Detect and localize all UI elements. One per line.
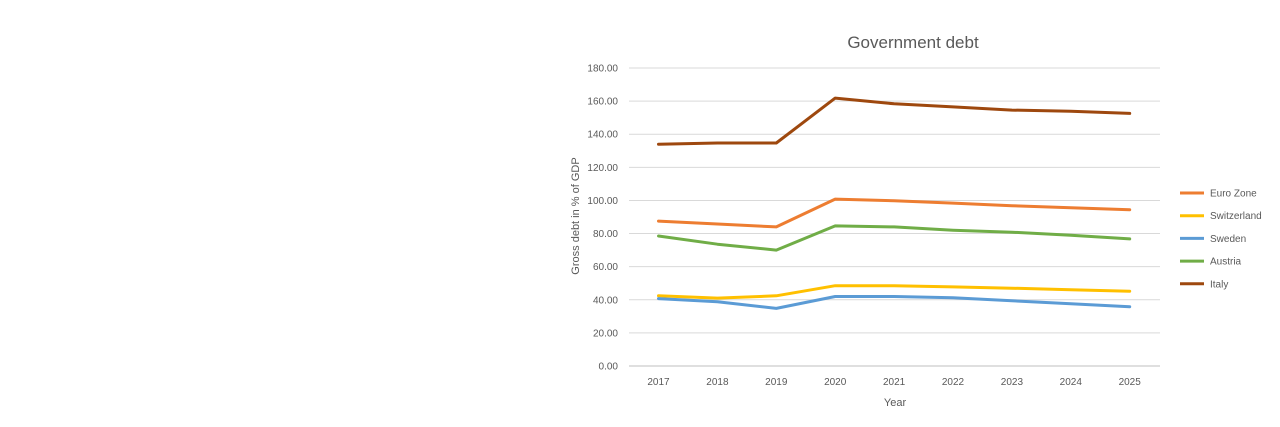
chart-title: Government debt (847, 33, 979, 52)
y-tick-label: 120.00 (587, 163, 618, 174)
x-tick-label: 2017 (647, 377, 670, 388)
series-lines (657, 96, 1132, 310)
x-axis-ticks: 2017 2018 2019 2020 2021 2022 2023 2024 2025 (647, 377, 1141, 388)
x-tick-label: 2025 (1119, 377, 1142, 388)
x-tick-label: 2022 (942, 377, 965, 388)
legend-label-euro-zone: Euro Zone (1210, 189, 1257, 200)
series-line-austria (657, 224, 1132, 252)
x-tick-label: 2024 (1060, 377, 1083, 388)
y-tick-label: 40.00 (593, 295, 618, 306)
legend: Euro Zone Switzerland Sweden Austria Italy (1180, 189, 1262, 290)
y-tick-label: 60.00 (593, 262, 618, 273)
x-tick-label: 2020 (824, 377, 847, 388)
y-tick-label: 100.00 (587, 196, 618, 207)
legend-label-italy: Italy (1210, 279, 1228, 290)
x-tick-label: 2018 (706, 377, 729, 388)
y-tick-label: 80.00 (593, 229, 618, 240)
legend-label-austria: Austria (1210, 257, 1242, 268)
series-line-euro-zone (657, 197, 1132, 229)
legend-label-switzerland: Switzerland (1210, 211, 1262, 222)
y-tick-label: 0.00 (599, 362, 619, 373)
x-tick-label: 2023 (1001, 377, 1024, 388)
y-tick-label: 180.00 (587, 64, 618, 75)
x-axis-label: Year (884, 397, 907, 409)
legend-label-sweden: Sweden (1210, 234, 1246, 245)
y-tick-label: 140.00 (587, 130, 618, 141)
series-line-switzerland (657, 284, 1132, 300)
y-axis-ticks: 0.00 20.00 40.00 60.00 80.00 100.00 120.00 140.… (587, 64, 618, 373)
series-line-sweden (657, 295, 1132, 310)
x-tick-label: 2019 (765, 377, 788, 388)
y-axis-label: Gross debt in % of GDP (570, 157, 582, 274)
y-tick-label: 160.00 (587, 97, 618, 108)
series-line-italy (657, 96, 1132, 146)
y-tick-label: 20.00 (593, 328, 618, 339)
x-tick-label: 2021 (883, 377, 906, 388)
